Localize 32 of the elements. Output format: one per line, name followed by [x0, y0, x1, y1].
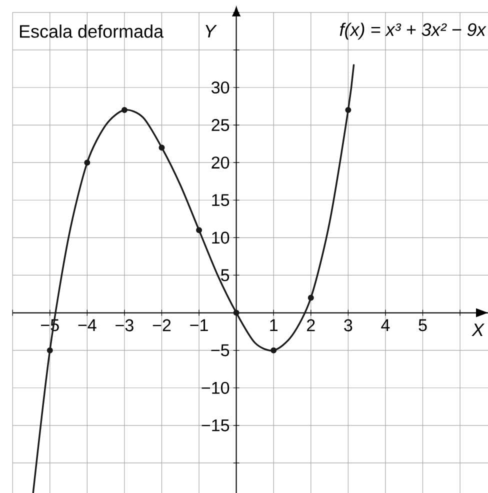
- point: [270, 347, 277, 354]
- point: [345, 107, 352, 114]
- x-tick-label: −2: [152, 319, 171, 332]
- line-series: [32, 64, 355, 493]
- y-tick-label: −5: [211, 344, 230, 356]
- point: [196, 227, 202, 234]
- y-tick-label: 25: [212, 119, 230, 132]
- y-tick-label: 5: [221, 269, 230, 282]
- point: [158, 144, 165, 151]
- x-axis-title: X: [472, 324, 485, 336]
- x-tick-label: −3: [116, 319, 134, 332]
- y-tick-label: −10: [202, 382, 230, 394]
- y-tick-label: 30: [212, 81, 230, 94]
- x-tick-label: 1: [270, 319, 278, 332]
- y-tick-label: 10: [212, 232, 230, 244]
- point: [46, 347, 53, 354]
- x-tick-label: −1: [190, 319, 208, 332]
- y-tick-label: −15: [202, 419, 230, 432]
- x-tick-label: 2: [307, 319, 315, 332]
- point: [84, 160, 90, 166]
- x-tick-label: 3: [344, 319, 352, 332]
- y-tick-label: 15: [212, 194, 230, 206]
- x-tick-label: −4: [78, 319, 96, 332]
- x-tick-label: 4: [381, 319, 390, 332]
- point: [308, 294, 314, 301]
- y-axis-title: Y: [206, 24, 217, 38]
- point: [233, 310, 240, 316]
- x-tick-label: 5: [418, 319, 427, 332]
- annotation: Escala deformada: [20, 24, 164, 38]
- annotation: f(x) = x³ + 3x² − 9x: [340, 22, 486, 40]
- point: [121, 107, 128, 114]
- y-tick-label: 20: [212, 156, 230, 169]
